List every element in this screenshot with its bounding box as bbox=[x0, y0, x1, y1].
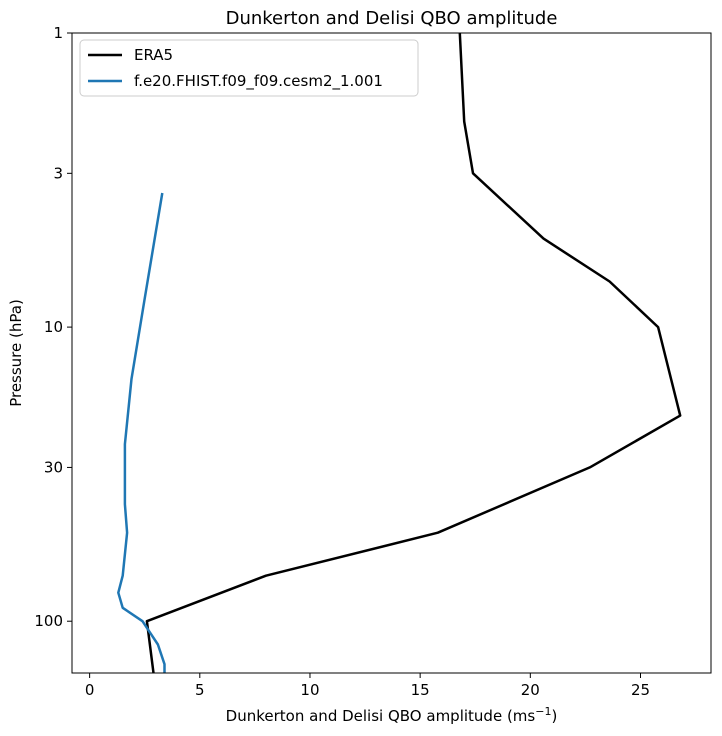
y-tick-label: 3 bbox=[53, 164, 63, 182]
y-axis-label: Pressure (hPa) bbox=[7, 299, 25, 407]
plot-frame bbox=[71, 32, 712, 674]
series-layer bbox=[117, 32, 682, 674]
x-tick-label: 0 bbox=[85, 681, 95, 699]
x-axis-label-main: Dunkerton and Delisi QBO amplitude (ms bbox=[226, 707, 536, 725]
x-tick-label: 20 bbox=[521, 681, 540, 699]
x-axis-ticks: 0 5 10 15 20 25 bbox=[85, 673, 650, 699]
y-tick-label: 10 bbox=[44, 318, 63, 336]
series-line-era5 bbox=[145, 32, 682, 674]
y-tick-label: 30 bbox=[44, 458, 63, 476]
y-tick-label: 1 bbox=[53, 24, 63, 42]
x-tick-label: 10 bbox=[300, 681, 319, 699]
y-tick-label: 100 bbox=[34, 612, 63, 630]
legend-box bbox=[79, 39, 419, 97]
legend-label-era5: ERA5 bbox=[134, 46, 173, 64]
chart-title: Dunkerton and Delisi QBO amplitude bbox=[226, 8, 558, 29]
legend-label-cesm2: f.e20.FHIST.f09_f09.cesm2_1.001 bbox=[134, 72, 383, 91]
x-axis-label-superscript: −1 bbox=[535, 705, 551, 718]
x-axis-label-suffix: ) bbox=[551, 707, 557, 725]
x-tick-label: 5 bbox=[195, 681, 205, 699]
x-tick-label: 25 bbox=[631, 681, 650, 699]
y-axis-ticks: 1 3 10 30 100 bbox=[34, 24, 72, 630]
series-line-cesm2 bbox=[117, 192, 166, 673]
legend: ERA5 f.e20.FHIST.f09_f09.cesm2_1.001 bbox=[79, 39, 419, 97]
x-axis-label: Dunkerton and Delisi QBO amplitude (ms−1… bbox=[226, 705, 558, 725]
x-tick-label: 15 bbox=[411, 681, 430, 699]
